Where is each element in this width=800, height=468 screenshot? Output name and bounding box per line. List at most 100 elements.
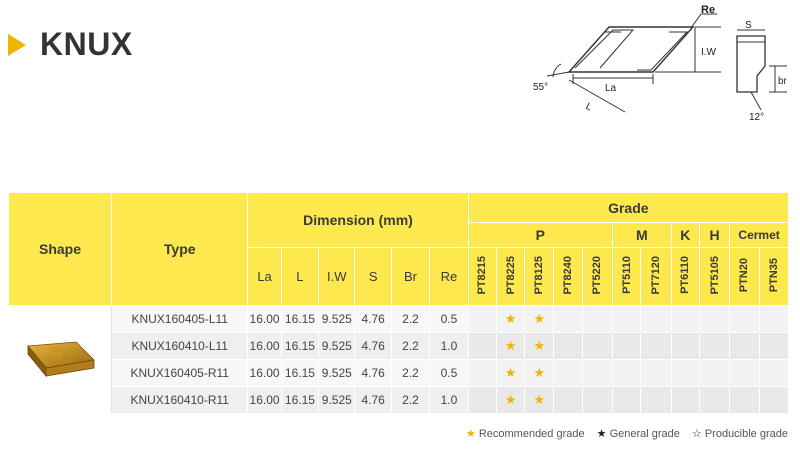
legend-recommended: ★ Recommended grade bbox=[465, 428, 585, 440]
insert-side-view bbox=[736, 35, 766, 93]
grade-cell bbox=[612, 359, 642, 387]
dimension-cell: 0.5 bbox=[429, 359, 469, 387]
recommended-star-icon: ★ bbox=[533, 365, 546, 380]
dimension-cell: 16.15 bbox=[280, 359, 320, 387]
s-label: S bbox=[745, 20, 752, 31]
iw-label: I.W bbox=[701, 47, 717, 58]
dimension-cell: 4.76 bbox=[354, 332, 392, 360]
grade-col: PT8240 bbox=[553, 247, 583, 306]
grade-cell bbox=[758, 332, 789, 360]
grade-cell bbox=[467, 305, 497, 333]
grade-cell bbox=[670, 305, 700, 333]
grade-cell bbox=[670, 359, 700, 387]
recommended-star-icon: ★ bbox=[504, 338, 517, 353]
recommended-star-icon: ★ bbox=[504, 311, 517, 326]
grade-cell bbox=[553, 305, 583, 333]
recommended-star-icon: ★ bbox=[533, 392, 546, 407]
grade-cell bbox=[467, 359, 497, 387]
dimension-cell: 9.525 bbox=[318, 332, 356, 360]
grade-cell bbox=[553, 359, 583, 387]
dimension-cell: 16.00 bbox=[247, 359, 282, 387]
grade-cell bbox=[640, 332, 672, 360]
dimension-cell: 4.76 bbox=[354, 386, 392, 414]
type-cell: KNUX160410-L11 bbox=[111, 332, 249, 360]
grade-cell bbox=[612, 305, 642, 333]
title-marker-icon bbox=[8, 33, 26, 56]
legend-producible: ☆ Producible grade bbox=[691, 428, 788, 440]
grade-cell bbox=[698, 359, 731, 387]
grade-col: PTN35 bbox=[758, 247, 789, 306]
page-header: KNUX bbox=[8, 26, 133, 63]
grade-col: PT5110 bbox=[612, 247, 642, 306]
star-outline-icon: ☆ bbox=[691, 428, 702, 440]
dimension-cell: 9.525 bbox=[318, 386, 356, 414]
grade-cell bbox=[553, 386, 583, 414]
grade-cell bbox=[612, 386, 642, 414]
grade-group-cermet: Cermet bbox=[729, 222, 789, 248]
grade-col: PT6110 bbox=[670, 247, 700, 306]
insert-shape-icon bbox=[27, 341, 95, 378]
grade-cell: ★ bbox=[524, 359, 555, 387]
re-label: Re bbox=[701, 4, 715, 16]
dimension-cell: 1.0 bbox=[429, 386, 469, 414]
dimension-cell: 16.00 bbox=[247, 386, 282, 414]
grade-cell bbox=[581, 359, 614, 387]
insert-shape-image bbox=[7, 305, 113, 414]
dimension-header: Dimension (mm) bbox=[247, 192, 469, 248]
grade-col: PTN20 bbox=[729, 247, 760, 306]
la-label: La bbox=[605, 83, 617, 94]
grade-group-m: M bbox=[612, 222, 672, 248]
grade-col: PT7120 bbox=[640, 247, 672, 306]
grade-cell bbox=[467, 386, 497, 414]
grade-group-h: H bbox=[698, 222, 731, 248]
grade-cell bbox=[729, 386, 760, 414]
grade-cell: ★ bbox=[495, 305, 526, 333]
recommended-star-icon: ★ bbox=[533, 338, 546, 353]
recommended-star-icon: ★ bbox=[533, 311, 546, 326]
grade-cell bbox=[729, 305, 760, 333]
type-cell: KNUX160405-R11 bbox=[111, 359, 249, 387]
grade-col: PT5105 bbox=[698, 247, 731, 306]
star-filled-black-icon: ★ bbox=[596, 428, 607, 440]
recommended-star-icon: ★ bbox=[504, 392, 517, 407]
grade-cell bbox=[758, 386, 789, 414]
legend-general: ★ General grade bbox=[596, 428, 680, 440]
dim-col-l: L bbox=[280, 247, 320, 306]
grade-cell: ★ bbox=[524, 386, 555, 414]
grade-cell bbox=[670, 332, 700, 360]
grade-col: PT8125 bbox=[524, 247, 555, 306]
grade-cell bbox=[553, 332, 583, 360]
type-header: Type bbox=[111, 192, 249, 306]
star-filled-yellow-icon: ★ bbox=[465, 428, 476, 440]
dimension-cell: 16.15 bbox=[280, 332, 320, 360]
grade-cell bbox=[698, 332, 731, 360]
grade-cell bbox=[729, 359, 760, 387]
table-row: KNUX160410-R11 16.00 16.15 9.525 4.76 2.2 1.0 ★… bbox=[9, 386, 789, 414]
grade-cell: ★ bbox=[524, 305, 555, 333]
grade-cell: ★ bbox=[524, 332, 555, 360]
grade-cell bbox=[467, 332, 497, 360]
insert-technical-drawing: Re I.W 55° La L S br 12° bbox=[533, 4, 788, 123]
grade-cell bbox=[581, 305, 614, 333]
type-cell: KNUX160405-L11 bbox=[111, 305, 249, 333]
table-row: KNUX160405-R11 16.00 16.15 9.525 4.76 2.2 0.5 ★… bbox=[9, 359, 789, 387]
dim-col-br: Br bbox=[390, 247, 431, 306]
grade-cell bbox=[670, 386, 700, 414]
grade-cell bbox=[612, 332, 642, 360]
angle-12-label: 12° bbox=[749, 112, 764, 123]
dimension-cell: 16.00 bbox=[247, 332, 282, 360]
dimension-cell: 0.5 bbox=[429, 305, 469, 333]
grade-cell: ★ bbox=[495, 332, 526, 360]
recommended-star-icon: ★ bbox=[504, 365, 517, 380]
dimension-cell: 9.525 bbox=[318, 359, 356, 387]
spec-table: Shape Type Dimension (mm) Grade P M K H … bbox=[7, 192, 790, 414]
grade-cell bbox=[758, 359, 789, 387]
grade-header: Grade bbox=[467, 192, 790, 223]
grade-col: PT5220 bbox=[581, 247, 614, 306]
grade-cell bbox=[581, 332, 614, 360]
insert-outline bbox=[567, 26, 695, 73]
dimension-cell: 1.0 bbox=[429, 332, 469, 360]
dimension-cell: 16.00 bbox=[247, 305, 282, 333]
br-label: br bbox=[778, 76, 788, 87]
table-row: KNUX160410-L11 16.00 16.15 9.525 4.76 2.2 1.0 ★… bbox=[9, 332, 789, 360]
